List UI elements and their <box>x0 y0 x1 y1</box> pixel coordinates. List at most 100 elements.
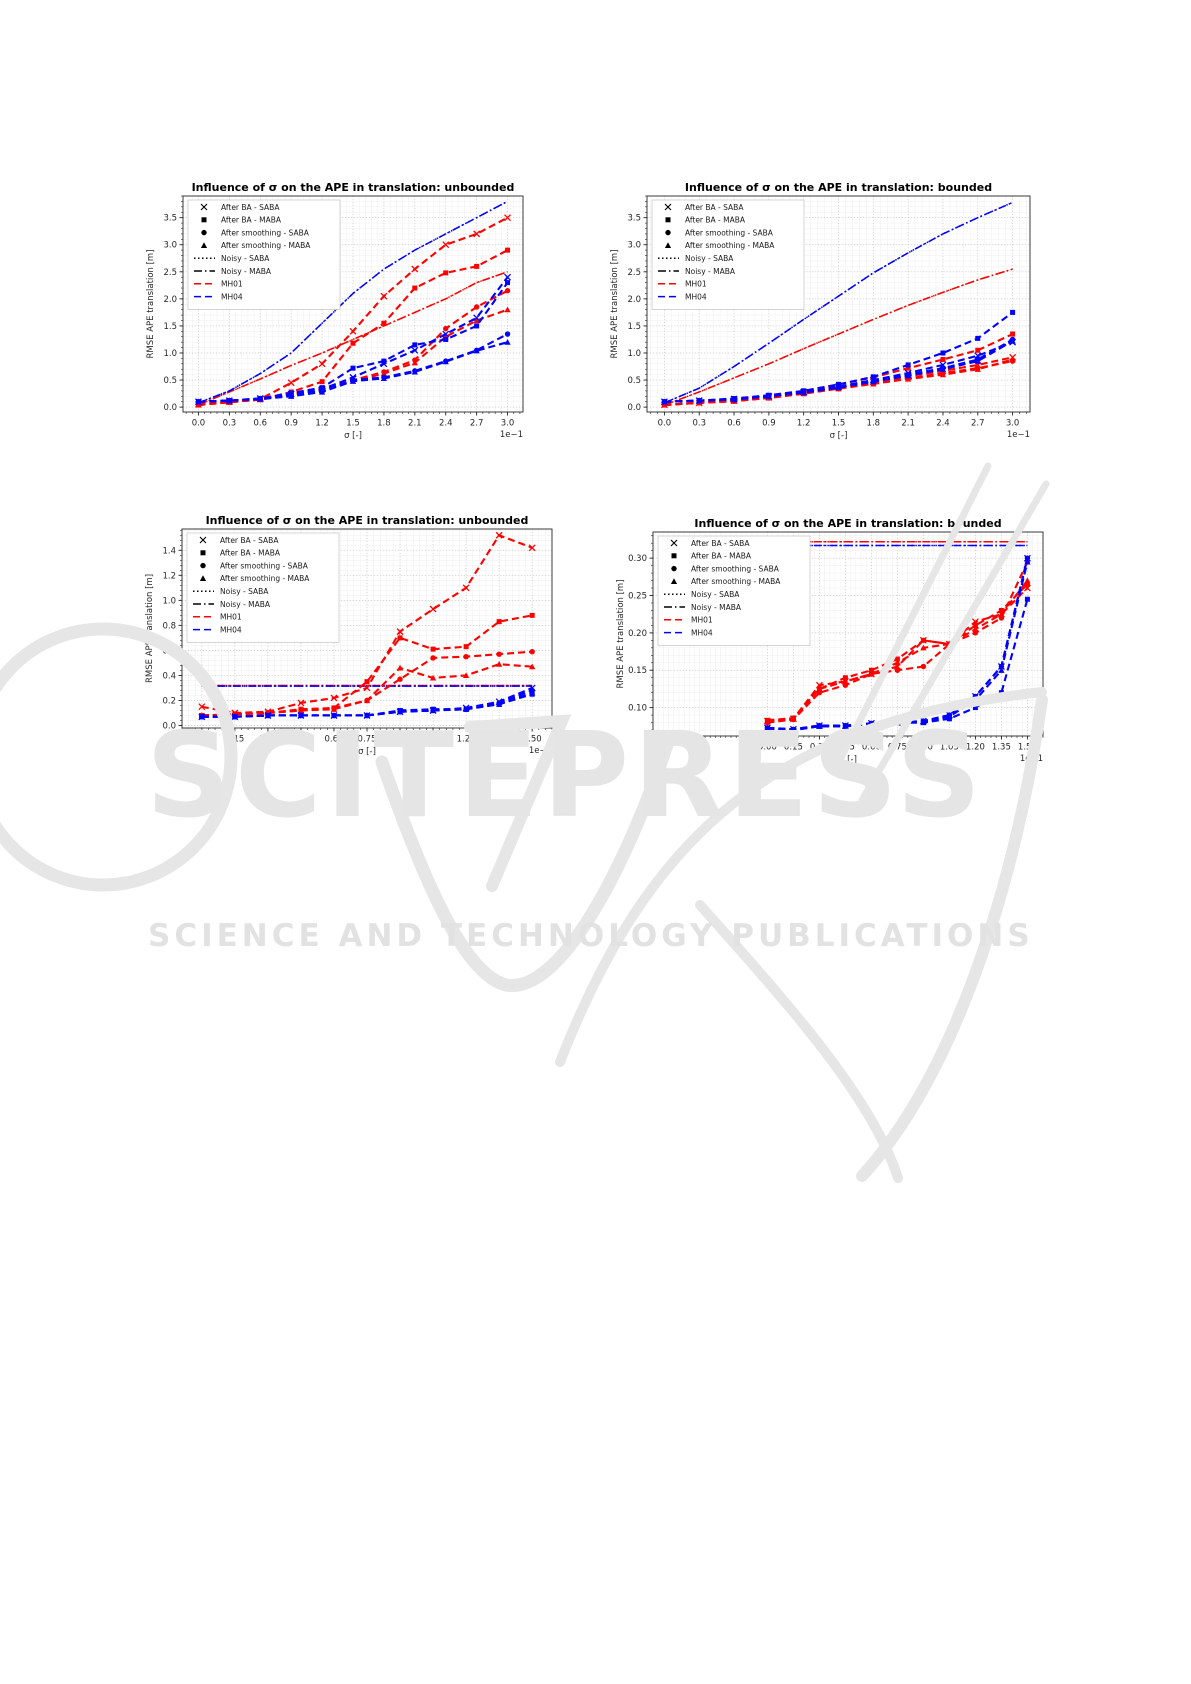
chart-svg-2: 0.00 0.15 0.30 0.45 0.60 0.75 0.90 1.05 1.20 1.35… <box>145 514 553 757</box>
y-tick-label: 0.8 <box>162 621 176 631</box>
y-tick-label: 0.5 <box>627 376 641 386</box>
x-tick-label: 1.50 <box>1018 743 1037 753</box>
markers-smoothing-maba-mh04 <box>661 337 1016 405</box>
axis-ticks: 0.0 0.3 0.6 0.9 1.2 1.5 1.8 2.1 2.4 2.7 3.0 0.0 0.5 1… <box>627 195 1027 429</box>
legend-label: Noisy - SABA <box>691 590 740 599</box>
y-tick-label: 0.4 <box>162 671 176 681</box>
y-tick-label: 2.5 <box>163 268 177 278</box>
legend-label: MH04 <box>221 292 243 301</box>
x-axis-label: σ [-] <box>358 747 376 757</box>
legend-label: MH04 <box>220 625 242 634</box>
legend-label: MH04 <box>685 292 707 301</box>
y-tick-label: 0.10 <box>628 704 647 714</box>
x-tick-label: 0.15 <box>225 735 244 745</box>
legend-label: After smoothing - MABA <box>685 241 775 250</box>
x-tick-label: 1.20 <box>966 743 985 753</box>
y-tick-label: 0.6 <box>162 646 176 656</box>
watermark-check-swoosh <box>375 735 675 992</box>
legend-label: After BA - SABA <box>691 539 750 548</box>
chart-ape-translation-unbounded-fullrange: 0.0 0.3 0.6 0.9 1.2 1.5 1.8 2.1 2.4 2.7 3.0 0.0 0.5 1… <box>140 183 560 455</box>
y-tick-label: 1.5 <box>163 322 177 332</box>
y-tick-label: 2.0 <box>627 295 641 305</box>
y-tick-label: 0.0 <box>162 721 176 731</box>
y-tick-label: 0.5 <box>163 376 177 386</box>
x-tick-label: 3.0 <box>1006 419 1020 429</box>
x-tick-label: 0.15 <box>784 743 803 753</box>
y-tick-label: 0.20 <box>628 629 647 639</box>
series-smoothing-maba-mh01 <box>664 358 1013 407</box>
plot-area <box>198 531 536 721</box>
legend-label: Noisy - MABA <box>221 267 272 276</box>
legend-label: MH01 <box>685 280 707 289</box>
x-tick-label: 1.35 <box>490 735 509 745</box>
plot-area <box>660 201 1017 409</box>
x-tick-label: 0.00 <box>192 735 211 745</box>
legend-label: After smoothing - MABA <box>220 574 310 583</box>
x-tick-label: 1.35 <box>992 743 1011 753</box>
x-tick-label: 0.30 <box>258 735 277 745</box>
legend-label: After BA - MABA <box>220 549 281 558</box>
y-tick-label: 0.0 <box>627 403 641 413</box>
y-tick-label: 1.0 <box>162 596 176 606</box>
y-tick-label: 1.5 <box>627 322 641 332</box>
series-noisy-maba-mh01 <box>664 268 1013 406</box>
x-tick-label: 0.60 <box>324 735 343 745</box>
y-tick-label: 0.2 <box>162 696 176 706</box>
x-tick-label: 0.0 <box>658 419 672 429</box>
y-tick-label: 0.0 <box>163 403 177 413</box>
axis-offset-text: 1e−1 <box>1007 430 1030 440</box>
x-tick-label: 1.8 <box>377 419 391 429</box>
legend-label: Noisy - MABA <box>685 267 736 276</box>
x-tick-label: 0.90 <box>391 735 410 745</box>
y-tick-label: 3.5 <box>163 214 177 224</box>
y-tick-label: 0.30 <box>628 554 647 564</box>
x-tick-label: 2.4 <box>936 419 950 429</box>
legend-label: After smoothing - SABA <box>691 564 780 573</box>
x-tick-label: 0.9 <box>284 419 298 429</box>
x-tick-label: 2.7 <box>470 419 484 429</box>
chart-ape-translation-bounded-zoom: 0.00 0.15 0.30 0.45 0.60 0.75 0.90 1.05 1.20 1.35… <box>608 507 1050 765</box>
y-tick-label: 1.2 <box>162 571 176 581</box>
series-smoothing-maba-mh04 <box>664 340 1014 403</box>
x-tick-label: 1.05 <box>424 735 443 745</box>
watermark-subtitle: SCIENCE AND TECHNOLOGY PUBLICATIONS <box>148 918 1034 954</box>
legend-label: After BA - MABA <box>685 216 746 225</box>
x-tick-label: 0.75 <box>888 743 907 753</box>
x-tick-label: 1.50 <box>523 735 542 745</box>
legend-label: After BA - SABA <box>221 203 280 212</box>
legend: After BA - SABA After BA - MABA After smoo… <box>657 535 811 646</box>
legend-label: MH04 <box>691 628 713 637</box>
axis-offset-text: 1e−1 <box>500 430 523 440</box>
x-tick-label: 0.00 <box>758 743 777 753</box>
y-tick-label: 2.5 <box>627 268 641 278</box>
y-tick-label: 1.0 <box>163 349 177 359</box>
x-tick-label: 0.75 <box>358 735 377 745</box>
legend: After BA - SABA After BA - MABA After smoo… <box>186 532 340 643</box>
chart-ape-translation-unbounded-zoom: 0.00 0.15 0.30 0.45 0.60 0.75 0.90 1.05 1.20 1.35… <box>140 507 560 759</box>
legend-label: Noisy - SABA <box>685 254 734 263</box>
legend-label: After smoothing - SABA <box>685 228 774 237</box>
y-axis-label: RMSE APE translation [m] <box>146 249 156 358</box>
legend-label: Noisy - SABA <box>221 254 270 263</box>
series-noisy-maba-mh01 <box>198 271 508 406</box>
chart-svg-0: 0.0 0.3 0.6 0.9 1.2 1.5 1.8 2.1 2.4 2.7 3.0 0.0 0.5 1… <box>146 183 524 441</box>
legend-label: MH01 <box>220 613 242 622</box>
legend-box <box>187 199 341 310</box>
x-tick-label: 0.45 <box>291 735 310 745</box>
x-tick-label: 0.3 <box>223 419 237 429</box>
x-axis-label: σ [-] <box>344 431 362 441</box>
legend-label: Noisy - MABA <box>220 600 271 609</box>
chart-title: Influence of σ on the APE in translation… <box>206 514 529 527</box>
x-tick-label: 1.2 <box>797 419 811 429</box>
legend: After BA - SABA After BA - MABA After smoo… <box>651 199 805 310</box>
series-noisy-maba-mh04 <box>664 201 1013 404</box>
x-tick-label: 1.2 <box>315 419 329 429</box>
y-tick-label: 3.0 <box>163 241 177 251</box>
x-tick-label: 0.0 <box>192 419 206 429</box>
y-tick-label: 1.4 <box>162 546 176 556</box>
legend-label: Noisy - MABA <box>691 603 742 612</box>
x-tick-label: 2.1 <box>408 419 422 429</box>
legend-label: Noisy - SABA <box>220 587 269 596</box>
watermark-tail-swoosh <box>856 694 1048 1182</box>
x-axis-label: σ [-] <box>830 431 848 441</box>
